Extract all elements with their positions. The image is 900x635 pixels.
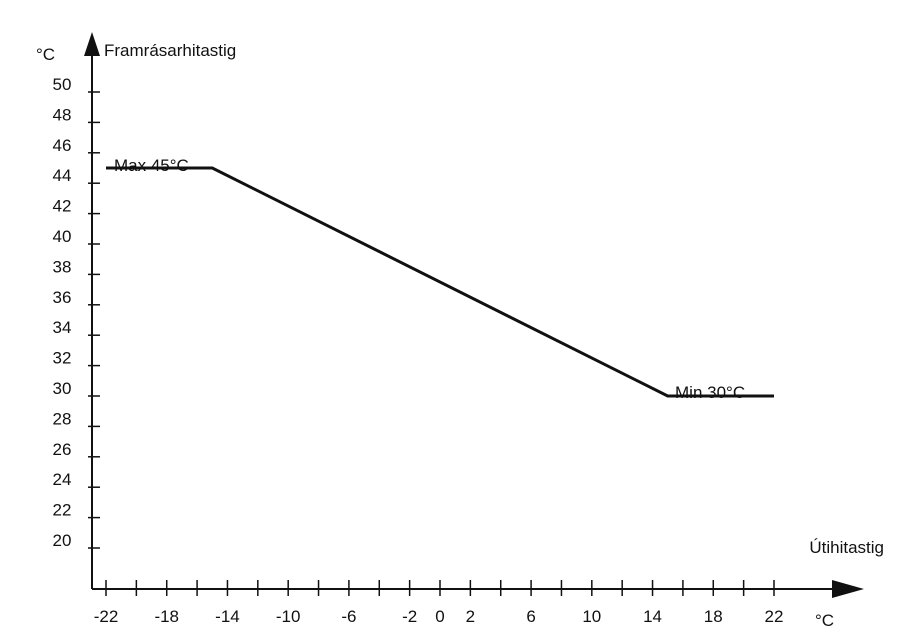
y-tick-label: 38 [53,257,72,276]
heating-curve-line [106,166,774,398]
x-tick-label: -10 [276,607,301,626]
x-tick-label: -18 [154,607,179,626]
y-tick-label: 26 [53,440,72,459]
x-tick-label: 2 [466,607,475,626]
x-tick-label: 6 [526,607,535,626]
x-tick-label: 14 [643,607,662,626]
x-axis-label: Útihitastig [809,538,884,557]
y-tick-label: 22 [53,501,72,520]
x-tick-label: -2 [402,607,417,626]
y-tick-label: 36 [53,288,72,307]
y-tick-label: 32 [53,349,72,368]
y-axis-label: Framrásarhitastig [104,41,236,60]
y-tick-label: 40 [53,227,72,246]
y-axis-unit: °C [36,45,55,64]
axes [84,32,864,598]
x-tick-label: 18 [704,607,723,626]
y-tick-label: 44 [53,166,72,185]
y-tick-label: 30 [53,379,72,398]
x-tick-label: -6 [341,607,356,626]
y-tick-label: 46 [53,136,72,155]
plot-area [106,166,774,398]
y-tick-label: 20 [53,531,72,550]
x-tick-label: -22 [94,607,119,626]
x-tick-label: 22 [765,607,784,626]
x-tick-label: 10 [582,607,601,626]
y-tick-label: 24 [53,470,72,489]
max-annotation: Max 45°C [114,156,189,175]
x-tick-label: -14 [215,607,240,626]
x-axis-arrow [832,580,864,598]
y-tick-label: 48 [53,105,72,124]
y-tick-label: 28 [53,409,72,428]
x-tick-label: 0 [435,607,444,626]
y-axis-arrow [84,32,100,56]
y-tick-label: 50 [53,75,72,94]
min-annotation: Min 30°C [675,383,745,402]
y-tick-label: 42 [53,197,72,216]
y-tick-label: 34 [53,318,72,337]
x-axis-unit: °C [815,611,834,630]
